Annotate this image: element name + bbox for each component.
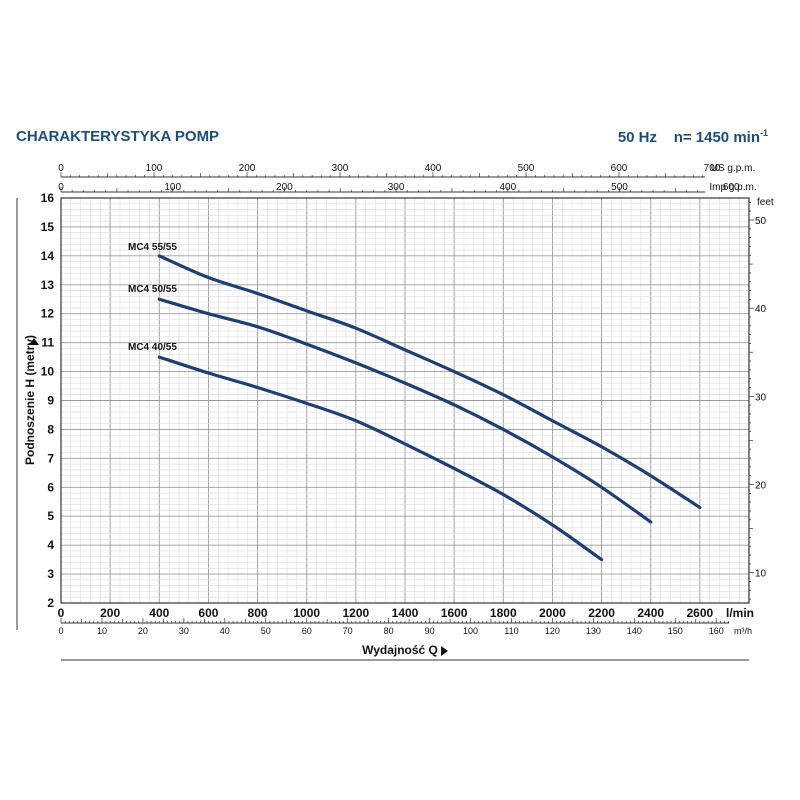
m3h-tick-label: 10: [97, 626, 107, 636]
x-axis-title: Wydajność Q: [362, 643, 438, 657]
y-tick-label: 15: [41, 220, 55, 234]
m3h-tick-label: 90: [425, 626, 435, 636]
x-tick-label: 2400: [637, 606, 664, 620]
us-gpm-tick-label: 200: [239, 163, 256, 174]
m3h-unit-label: m³/h: [734, 626, 752, 636]
m3h-tick-label: 50: [261, 626, 271, 636]
x-tick-label: 1000: [293, 606, 320, 620]
us-gpm-tick-label: 700: [704, 163, 721, 174]
m3h-tick-label: 150: [668, 626, 683, 636]
y-axis-title: Podnoszenie H (metry): [23, 335, 37, 465]
us-gpm-tick-label: 400: [425, 163, 442, 174]
speed-info: 50 Hz n= 1450 min-1: [618, 128, 768, 146]
feet-tick-label: 30: [755, 392, 767, 403]
imp-gpm-tick-label: 500: [611, 182, 628, 193]
x-tick-label: 400: [149, 606, 169, 620]
m3h-tick-label: 110: [504, 626, 518, 636]
series-line: [157, 254, 702, 510]
frequency-label: 50 Hz: [617, 129, 658, 146]
y-tick-label: 10: [41, 365, 55, 379]
m3h-tick-label: 60: [302, 626, 312, 636]
chart-title: CHARAKTERYSTYKA POMP: [16, 128, 220, 145]
y-tick-label: 11: [41, 336, 54, 350]
m3h-tick-label: 120: [545, 626, 560, 636]
y-tick-label: 13: [41, 278, 55, 292]
m3h-tick-label: 130: [586, 626, 601, 636]
series-label: MC4 40/55: [128, 342, 177, 353]
us-gpm-tick-label: 500: [518, 163, 535, 174]
m3h-tick-label: 40: [220, 626, 230, 636]
y-tick-label: 16: [41, 191, 55, 205]
m3h-tick-label: 80: [384, 626, 394, 636]
us-gpm-tick-label: 600: [611, 163, 628, 174]
x-axis-arrow-icon: [441, 646, 448, 656]
us-gpm-unit-label: US g.p.m.: [711, 163, 755, 174]
y-tick-label: 5: [47, 509, 54, 523]
y-tick-label: 14: [41, 249, 55, 263]
x-tick-label: 1800: [490, 606, 517, 620]
x-tick-label: 600: [198, 606, 218, 620]
feet-tick-label: 10: [755, 569, 767, 580]
m3h-tick-label: 160: [709, 626, 724, 636]
y-tick-label: 8: [47, 422, 54, 436]
x-tick-label: 2000: [539, 606, 566, 620]
y-tick-label: 12: [41, 307, 55, 321]
m3h-tick-label: 20: [138, 626, 148, 636]
imp-gpm-unit-label: Imp g.p.m.: [709, 182, 756, 193]
x-tick-label: 0: [58, 606, 65, 620]
speed-exponent: -1: [759, 128, 768, 138]
feet-tick-label: 20: [755, 481, 767, 492]
imp-gpm-tick-label: 200: [276, 182, 293, 193]
feet-unit-label: feet: [757, 197, 774, 208]
m3h-tick-label: 30: [179, 626, 189, 636]
imp-gpm-tick-label: 300: [388, 182, 405, 193]
y-tick-label: 6: [47, 480, 54, 494]
series-line: [157, 297, 653, 524]
imp-gpm-tick-label: 600: [723, 182, 740, 193]
m3h-tick-label: 140: [627, 626, 642, 636]
x-tick-label: 1600: [441, 606, 468, 620]
us-gpm-tick-label: 0: [58, 163, 64, 174]
y-tick-label: 9: [47, 394, 54, 408]
m3h-tick-label: 0: [58, 626, 63, 636]
x-tick-label: 2200: [588, 606, 615, 620]
us-gpm-tick-label: 100: [146, 163, 163, 174]
y-tick-label: 4: [47, 538, 54, 552]
y-axis-arrow-icon: [29, 338, 39, 345]
y-tick-label: 7: [47, 451, 54, 465]
feet-tick-label: 50: [755, 216, 767, 227]
x-tick-label: 200: [100, 606, 120, 620]
series-line: [157, 355, 604, 562]
series-label: MC4 55/55: [128, 242, 177, 253]
x-tick-label: 2600: [687, 606, 714, 620]
imp-gpm-tick-label: 400: [499, 182, 516, 193]
x-unit-label: l/min: [726, 606, 754, 620]
series-label: MC4 50/55: [128, 284, 177, 295]
plot-frame: [60, 197, 750, 604]
m3h-tick-label: 70: [343, 626, 353, 636]
x-tick-label: 800: [248, 606, 268, 620]
x-tick-label: 1200: [343, 606, 370, 620]
imp-gpm-tick-label: 100: [164, 182, 181, 193]
speed-label: n= 1450 min: [673, 129, 760, 146]
imp-gpm-tick-label: 0: [58, 182, 64, 193]
y-tick-label: 3: [47, 567, 54, 581]
y-tick-label: 2: [47, 596, 54, 610]
us-gpm-tick-label: 300: [332, 163, 349, 174]
x-tick-label: 1400: [392, 606, 419, 620]
m3h-tick-label: 100: [463, 626, 478, 636]
feet-tick-label: 40: [755, 304, 767, 315]
